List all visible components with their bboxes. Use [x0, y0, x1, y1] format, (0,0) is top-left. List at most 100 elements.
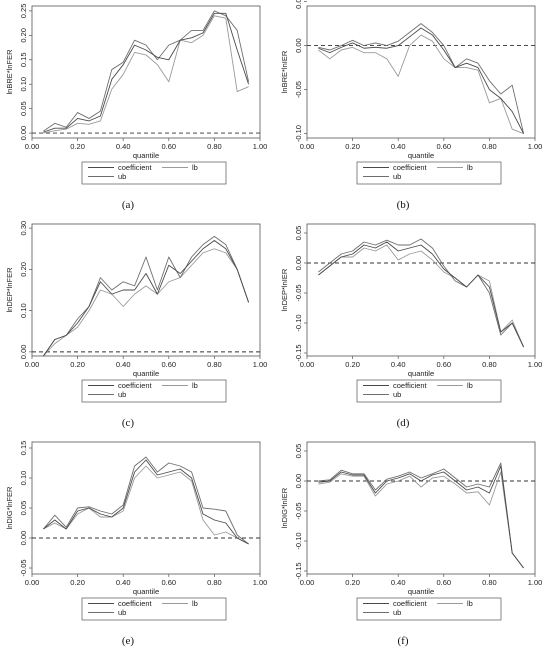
x-tick-label: 1.00 [528, 360, 543, 369]
chart-panel: 0.00 0.20 0.40 0.60 0.80 1.00 quantile -0.15 -0.… [280, 223, 543, 429]
legend-label: coefficient [118, 599, 153, 608]
y-tick-label: 0.05 [294, 0, 303, 9]
series-line-lb [318, 244, 525, 348]
legend-box [356, 161, 502, 185]
y-tick-label: 0.05 [19, 501, 28, 516]
x-tick-label: 0.20 [345, 142, 360, 151]
series-line-lb [318, 34, 524, 135]
legend-label: lb [192, 599, 198, 608]
x-tick-label: 0.80 [207, 142, 222, 151]
series-line-ub [318, 238, 525, 348]
x-tick-label: 0.40 [116, 360, 131, 369]
series-line-ub [43, 456, 249, 545]
legend-label: coefficient [393, 599, 428, 608]
x-tick-label: 1.00 [253, 360, 268, 369]
series-line-ub [43, 235, 250, 357]
y-tick-label: 0.00 [19, 531, 28, 546]
x-tick-label: 0.40 [391, 142, 406, 151]
y-tick-label: 0.10 [19, 303, 28, 318]
panel-caption: (a) [122, 199, 135, 211]
y-axis-label: lnBRE*lnIER [280, 50, 289, 93]
x-tick-label: 0.00 [300, 578, 315, 587]
x-tick-label: 0.40 [116, 142, 131, 151]
x-tick-label: 0.00 [25, 360, 40, 369]
x-axis-label: quantile [133, 369, 159, 378]
legend-label: coefficient [118, 381, 153, 390]
chart-panel: 0.00 0.20 0.40 0.60 0.80 1.00 quantile 0.00 0.10… [5, 221, 267, 429]
y-tick-label: 0.05 [294, 444, 303, 459]
x-axis-label: quantile [133, 151, 159, 160]
series-line-coefficient [318, 465, 524, 569]
series-line-lb [318, 471, 524, 569]
series-line-lb [43, 465, 249, 545]
y-tick-label: -0.10 [294, 532, 303, 549]
x-tick-label: 0.60 [436, 578, 451, 587]
y-axis-label: lnDEP*lnIER [280, 268, 289, 311]
x-tick-label: 0.60 [436, 360, 451, 369]
x-tick-label: 0.00 [25, 142, 40, 151]
y-tick-label: -0.15 [294, 562, 303, 579]
x-tick-label: 0.60 [161, 142, 176, 151]
x-tick-label: 0.40 [391, 578, 406, 587]
x-tick-label: 0.60 [436, 142, 451, 151]
x-tick-label: 1.00 [528, 578, 543, 587]
plot-frame [31, 441, 261, 575]
legend-box [81, 597, 227, 621]
panel-caption: (b) [397, 199, 410, 211]
series-line-ub [43, 10, 250, 132]
legend-label: coefficient [118, 163, 153, 172]
x-tick-label: 0.60 [161, 578, 176, 587]
legend-label: ub [393, 390, 401, 399]
y-tick-label: -0.05 [294, 502, 303, 519]
x-axis-label: quantile [408, 151, 434, 160]
panel-caption: (d) [397, 417, 410, 429]
plot-frame [306, 5, 536, 139]
legend-box [81, 379, 227, 403]
x-tick-label: 0.40 [116, 578, 131, 587]
x-tick-label: 0.80 [482, 142, 497, 151]
y-axis-label: lnDIG*lnFER [5, 486, 14, 530]
x-tick-label: 1.00 [528, 142, 543, 151]
x-tick-label: 0.80 [207, 578, 222, 587]
y-tick-label: 0.10 [19, 77, 28, 92]
chart-panel: 0.00 0.20 0.40 0.60 0.80 1.00 quantile -0.15 -0.… [280, 441, 543, 647]
legend-box [81, 161, 227, 185]
y-tick-label: -0.10 [294, 125, 303, 142]
y-tick-label: -0.15 [294, 344, 303, 361]
panel-caption: (e) [122, 635, 135, 647]
x-tick-label: 0.20 [70, 578, 85, 587]
x-tick-label: 0.00 [300, 360, 315, 369]
chart-panel: 0.00 0.20 0.40 0.60 0.80 1.00 quantile -0.05 0.0… [5, 441, 267, 647]
legend-label: ub [118, 390, 126, 399]
x-tick-label: 0.60 [161, 360, 176, 369]
y-tick-label: 0.30 [19, 221, 28, 236]
y-tick-label: -0.10 [294, 314, 303, 331]
y-tick-label: 0.00 [294, 38, 303, 53]
legend-label: ub [393, 608, 401, 617]
y-tick-label: -0.05 [19, 559, 28, 576]
series-line-lb [43, 248, 250, 357]
chart-panel: 0.00 0.20 0.40 0.60 0.80 1.00 quantile 0.00 0.05… [5, 4, 267, 211]
y-tick-label: 0.20 [19, 262, 28, 277]
series-line-ub [318, 462, 524, 569]
legend-label: ub [118, 608, 126, 617]
y-tick-label: 0.05 [294, 226, 303, 241]
legend-box [356, 379, 502, 403]
legend-label: lb [467, 599, 473, 608]
legend-label: lb [192, 163, 198, 172]
x-tick-label: 0.80 [207, 360, 222, 369]
series-line-coefficient [318, 241, 525, 348]
x-tick-label: 0.80 [482, 578, 497, 587]
legend-label: lb [467, 381, 473, 390]
series-line-ub [318, 23, 525, 134]
x-tick-label: 0.20 [70, 360, 85, 369]
x-tick-label: 0.00 [300, 142, 315, 151]
plot-frame [31, 5, 261, 139]
panel-caption: (c) [122, 417, 135, 429]
series-line-coefficient [318, 27, 524, 134]
legend-label: lb [192, 381, 198, 390]
series-line-coefficient [43, 459, 249, 545]
legend-label: coefficient [393, 163, 428, 172]
y-tick-label: 0.15 [19, 52, 28, 67]
legend-label: coefficient [393, 381, 428, 390]
